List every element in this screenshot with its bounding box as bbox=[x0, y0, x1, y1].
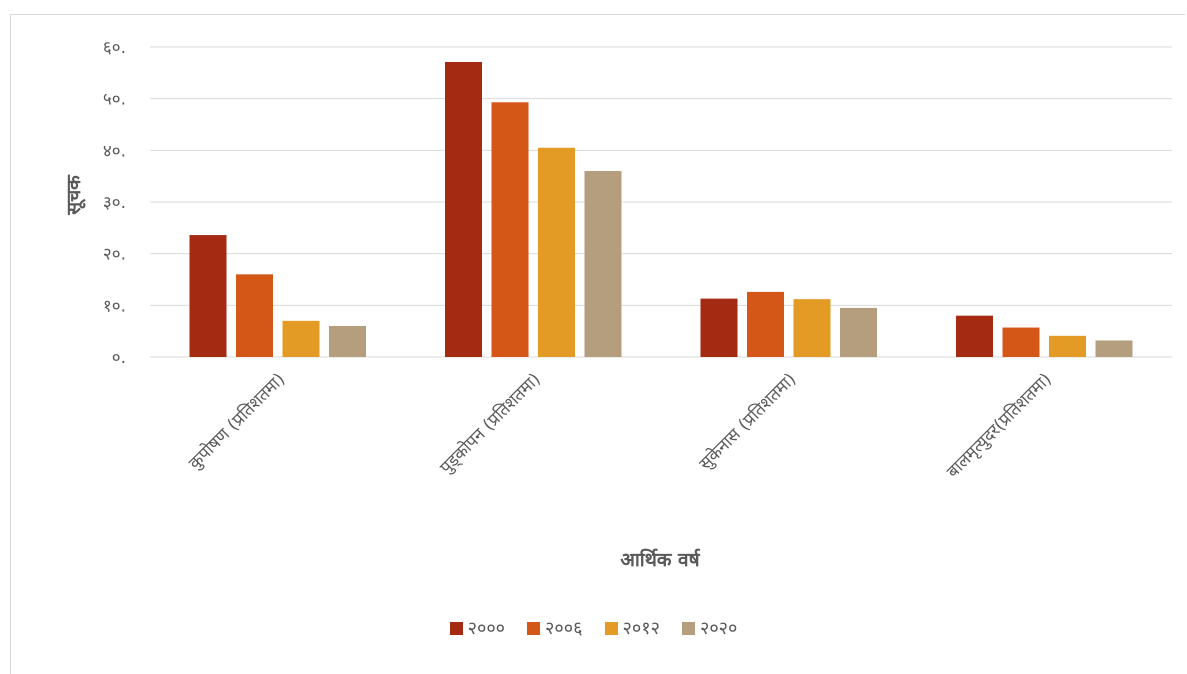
legend-swatch bbox=[681, 621, 695, 635]
legend-item: २०२० bbox=[681, 616, 738, 640]
legend: २००० २००६ २०१२ २०२० bbox=[0, 616, 1187, 640]
legend-item: २००६ bbox=[527, 616, 583, 640]
chart-frame bbox=[10, 14, 1185, 674]
legend-swatch bbox=[604, 621, 618, 635]
y-tick-label: १०. bbox=[103, 296, 126, 316]
bar bbox=[793, 299, 831, 357]
y-tick-label: २०. bbox=[103, 245, 126, 265]
x-tick-label: पुड्कोपन (प्रतिशतमा) bbox=[435, 369, 544, 478]
gridlines bbox=[150, 46, 1172, 358]
bar bbox=[956, 315, 993, 357]
y-tick-label: ५०. bbox=[103, 90, 126, 110]
x-tick-label: सुकेनास (प्रतिशतमा) bbox=[695, 369, 800, 474]
y-tick-label: ४०. bbox=[103, 141, 126, 161]
bar bbox=[445, 61, 482, 357]
legend-label: २०२० bbox=[699, 618, 738, 639]
bar bbox=[700, 298, 738, 357]
x-axis-ticks: कुपोषण (प्रतिशतमा) पुड्कोपन (प्रतिशतमा) सु… bbox=[184, 369, 1056, 482]
bar-chart: ०. १०. २०. ३०. ४०. ५०. ६०. कुपोषण (प्रतिशतमा) प… bbox=[63, 38, 1172, 571]
bar bbox=[491, 102, 529, 358]
legend-item: २०१२ bbox=[604, 616, 660, 640]
bars bbox=[189, 61, 1133, 358]
y-tick-label: ०. bbox=[112, 348, 126, 368]
bar bbox=[538, 147, 575, 357]
x-tick-label: कुपोषण (प्रतिशतमा) bbox=[184, 369, 289, 474]
legend-label: २०१२ bbox=[622, 618, 660, 639]
y-axis-ticks: ०. १०. २०. ३०. ४०. ५०. ६०. bbox=[103, 38, 126, 368]
bar bbox=[329, 326, 366, 357]
bar bbox=[282, 320, 320, 357]
legend-label: २००० bbox=[467, 618, 506, 639]
bar bbox=[584, 171, 622, 357]
bar bbox=[1049, 335, 1086, 357]
bar bbox=[1095, 340, 1133, 357]
x-tick-label: बालमृत्युदर(प्रतिशतमा) bbox=[942, 369, 1055, 482]
y-tick-label: ३०. bbox=[103, 193, 126, 213]
x-axis-title: आर्थिक वर्ष bbox=[620, 548, 700, 571]
bar bbox=[840, 307, 877, 357]
y-tick-label: ६०. bbox=[103, 38, 126, 58]
legend-item: २००० bbox=[449, 616, 506, 640]
legend-swatch bbox=[527, 621, 541, 635]
legend-label: २००६ bbox=[545, 618, 583, 639]
legend-swatch bbox=[449, 621, 463, 635]
bar bbox=[747, 291, 784, 357]
bar bbox=[1002, 327, 1040, 357]
bar bbox=[236, 274, 273, 357]
y-axis-title: सूचक bbox=[63, 174, 86, 216]
bar bbox=[189, 235, 227, 357]
